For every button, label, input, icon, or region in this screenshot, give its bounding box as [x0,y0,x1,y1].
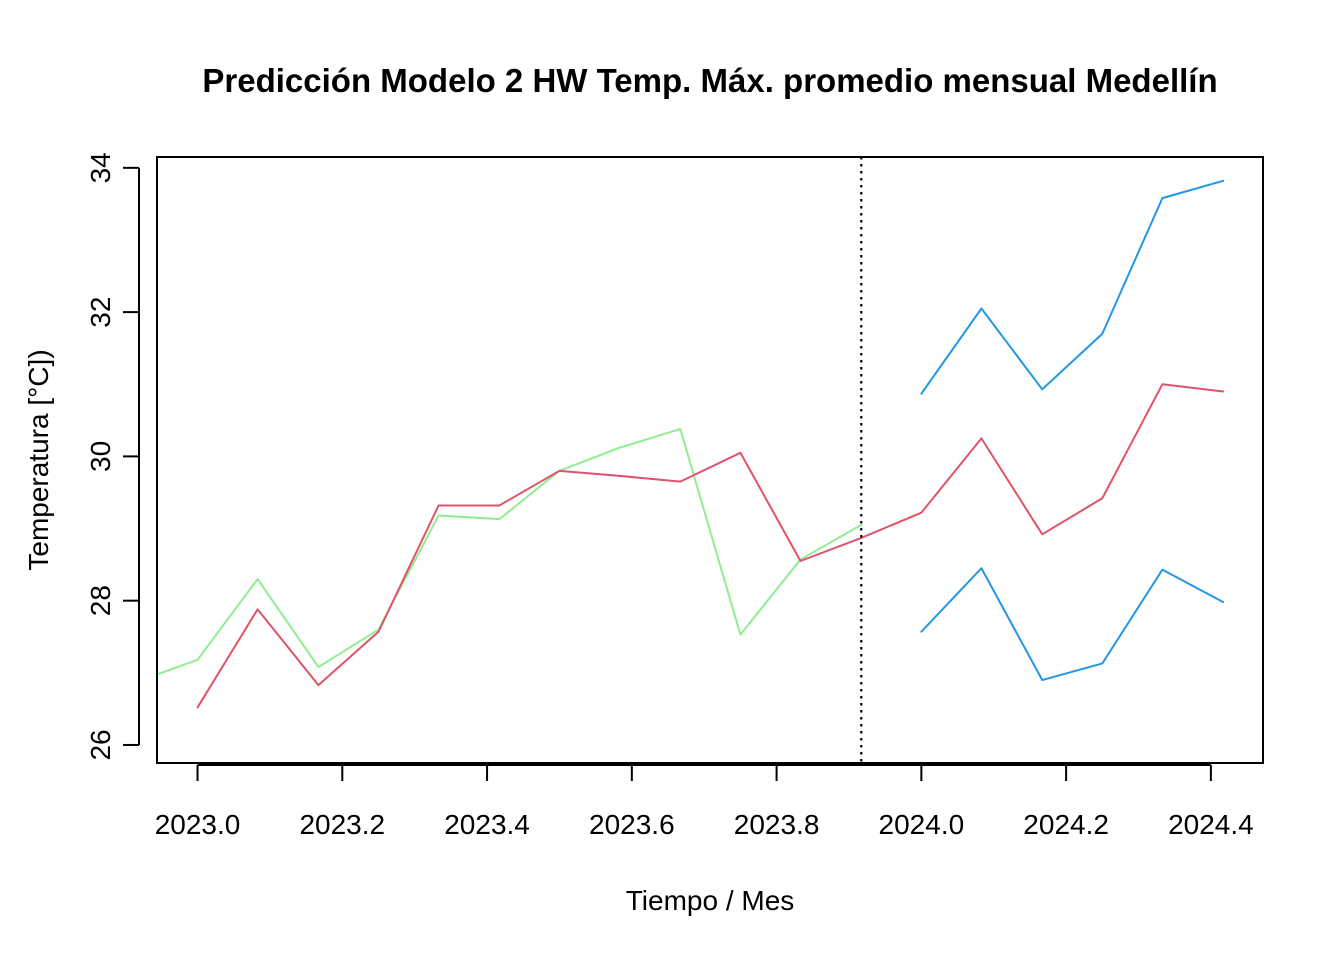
plot-box [156,156,1264,764]
y-tick-label: 30 [85,441,116,472]
axes: 2023.0 2023.2 2023.4 2023.6 2023.8 2024.0 2024… [85,152,1264,840]
chart-title: Predicción Modelo 2 HW Temp. Máx. promed… [202,62,1217,99]
y-tick-label: 28 [85,585,116,616]
series-line-1 [157,427,863,676]
series-line-2 [196,383,1225,709]
series-line-4 [920,567,1225,682]
x-tick-label: 2023.2 [299,809,385,840]
x-tick-label: 2023.6 [589,809,675,840]
x-tick-label: 2024.2 [1023,809,1109,840]
x-tick-label: 2023.8 [734,809,820,840]
plot-area [157,157,1225,763]
x-tick-label: 2023.0 [155,809,241,840]
y-tick-label: 34 [85,152,116,183]
x-axis-label: Tiempo / Mes [626,885,795,916]
x-tick-label: 2024.0 [879,809,965,840]
y-tick-label: 32 [85,297,116,328]
y-axis-label: Temperatura [°C]) [23,349,54,570]
series-line-3 [920,179,1225,395]
x-tick-label: 2023.4 [444,809,530,840]
y-tick-label: 26 [85,729,116,760]
x-tick-label: 2024.4 [1168,809,1254,840]
